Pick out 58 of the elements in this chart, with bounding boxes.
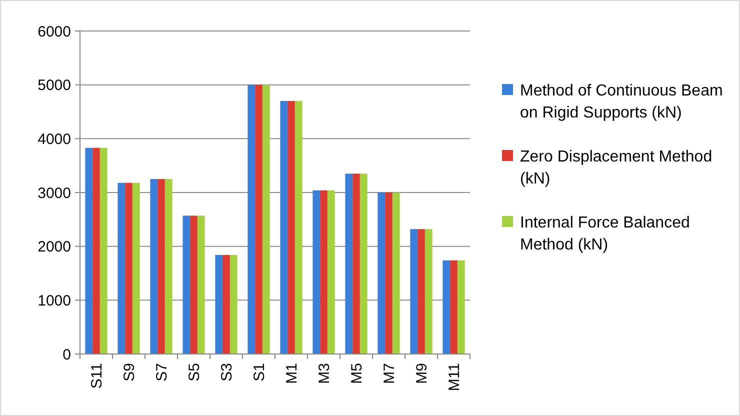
x-tick-label: M7 [381,363,398,384]
y-tick-label: 1000 [38,292,71,310]
bar [248,84,256,354]
y-tick-label: 5000 [38,77,71,94]
bar [125,182,132,354]
bar [182,216,190,354]
bar [294,100,302,354]
bar [190,216,198,354]
legend-label: Method of Continuous Beam on Rigid Supports (kN) [520,82,723,122]
bar [158,179,165,354]
bar [327,190,335,354]
bar [457,260,465,354]
bar [442,260,450,354]
bar [450,260,458,354]
bar [352,174,360,354]
y-tick-label: 3000 [38,184,71,202]
bar [100,148,108,354]
bar [222,254,230,354]
bar [360,174,368,354]
y-tick-label: 4000 [38,130,71,148]
x-tick-label: S3 [218,363,236,382]
x-tick-label: M3 [316,363,333,384]
bar [132,182,140,354]
bar [164,179,172,354]
x-tick-label: M5 [348,363,366,384]
bar [255,84,262,354]
x-tick-label: S5 [186,363,203,382]
bar [150,179,158,354]
x-tick-label: S1 [251,363,268,382]
bar [197,216,205,354]
bar [320,190,328,354]
bar [288,100,295,354]
bar [85,148,93,354]
bar [118,182,126,354]
x-tick-label: M11 [446,363,463,392]
y-tick-label: 6000 [38,23,71,40]
x-tick-label: S11 [88,363,106,389]
bar [345,174,353,354]
bar [230,254,238,354]
legend-label: Internal Force Balanced Method (kN) [520,214,690,254]
bar [385,192,392,354]
bar [410,229,418,354]
x-tick-label: M9 [414,363,430,384]
bar [312,190,320,354]
x-tick-label: M1 [284,363,300,384]
bar [418,229,425,354]
y-tick-label: 0 [62,346,71,364]
bar [92,148,100,354]
x-tick-label: S7 [154,363,170,382]
bar [392,192,400,354]
bar [215,254,223,354]
legend-label: Zero Displacement Method (kN) [520,148,712,188]
bar [280,100,288,354]
y-tick-label: 2000 [38,238,71,256]
bar [262,84,270,354]
bar [424,229,432,354]
x-tick-label: S9 [121,363,138,382]
bar [378,192,386,354]
